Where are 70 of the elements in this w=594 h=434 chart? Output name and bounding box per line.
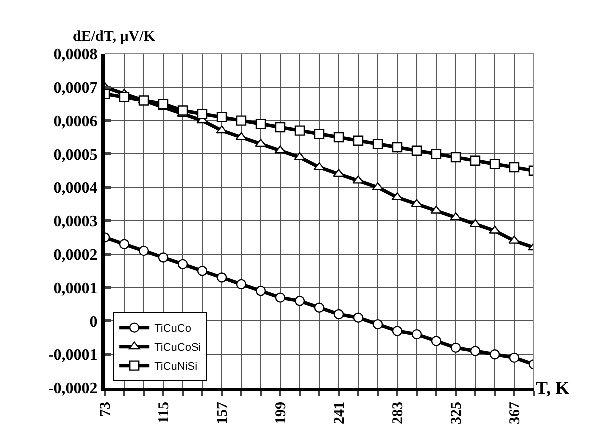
point <box>509 352 520 364</box>
legend-label: TiCuCoSi <box>154 342 202 354</box>
point <box>158 99 169 110</box>
point <box>392 142 403 153</box>
point <box>353 136 364 146</box>
point <box>334 309 344 320</box>
point <box>392 326 403 336</box>
y-tick-label: -0,0002 <box>48 380 98 398</box>
y-tick-label: 0,0005 <box>54 146 98 164</box>
y-tick-label: 0,0002 <box>54 247 98 264</box>
y-tick-label: 0,0006 <box>54 113 98 130</box>
point <box>294 126 306 136</box>
point <box>431 336 442 346</box>
point <box>509 162 520 173</box>
x-tick-label: 241 <box>332 402 348 424</box>
point <box>372 319 384 330</box>
point <box>450 342 462 354</box>
point <box>138 246 150 256</box>
point <box>314 302 325 313</box>
point <box>294 152 306 160</box>
point <box>256 119 266 130</box>
y-tick-label: -0,0001 <box>48 347 98 364</box>
point <box>430 206 442 214</box>
point <box>236 279 247 290</box>
point <box>412 146 422 156</box>
y-tick-label: 0,0008 <box>54 46 98 64</box>
point <box>490 159 500 170</box>
point <box>470 346 481 356</box>
x-tick-label: 157 <box>214 402 231 424</box>
point <box>470 156 481 166</box>
point <box>275 292 286 303</box>
y-tick-label: 0,0001 <box>54 280 98 298</box>
x-tick-label: 73 <box>98 402 114 417</box>
point <box>353 312 364 323</box>
y-tick-label: 0,0007 <box>54 80 98 97</box>
y-axis-title: dE/dT, μV/K <box>73 29 156 45</box>
point <box>178 106 188 116</box>
x-tick-label: 199 <box>273 402 290 424</box>
x-tick-label: 325 <box>448 402 465 424</box>
point <box>236 132 248 140</box>
point <box>197 109 208 120</box>
point <box>236 116 247 126</box>
point <box>412 329 422 340</box>
x-tick-label: 115 <box>156 402 172 424</box>
point <box>178 259 188 270</box>
point <box>431 149 442 160</box>
point <box>119 92 130 103</box>
point <box>372 139 384 150</box>
point <box>489 226 501 234</box>
y-tick-label: 0,0004 <box>54 180 98 198</box>
point <box>275 122 286 133</box>
y-tick-label: 0,0003 <box>54 214 98 231</box>
point <box>508 236 520 244</box>
point <box>450 152 462 163</box>
point <box>490 350 500 360</box>
point <box>314 129 325 140</box>
x-axis-title: T, K <box>536 378 570 398</box>
point <box>158 252 169 263</box>
point <box>119 239 130 250</box>
legend-label: TiCuCo <box>154 323 192 336</box>
x-tick-label: 283 <box>390 402 406 424</box>
point <box>256 286 266 296</box>
legend-label: TiCuNiSi <box>154 361 198 374</box>
point <box>216 112 228 123</box>
point <box>216 272 228 283</box>
x-tick-label: 367 <box>507 402 524 424</box>
y-tick-label: 0 <box>90 314 98 331</box>
point <box>197 266 208 276</box>
point <box>294 296 306 306</box>
point <box>334 132 344 143</box>
